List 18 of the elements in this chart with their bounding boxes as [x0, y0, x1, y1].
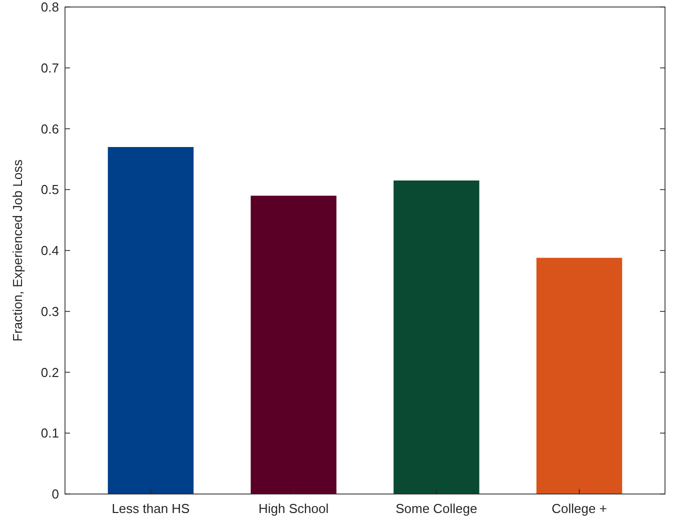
x-tick-label: Some College	[396, 501, 478, 516]
y-tick-label: 0.6	[40, 121, 59, 136]
bar	[108, 147, 194, 494]
x-tick-label: Less than HS	[112, 501, 190, 516]
y-tick-label: 0.1	[40, 426, 59, 441]
x-tick-label: High School	[258, 501, 329, 516]
y-tick-label: 0.5	[40, 182, 59, 198]
bar	[394, 180, 480, 494]
bar	[250, 196, 336, 494]
y-tick-label: 0.2	[40, 364, 59, 380]
y-axis-title: Fraction, Experienced Job Loss	[10, 158, 25, 342]
y-tick-label: 0.4	[40, 243, 59, 258]
y-tick-label: 0.3	[40, 304, 59, 319]
y-tick-label: 0.7	[40, 60, 59, 76]
y-tick-label: 0	[52, 486, 59, 502]
x-tick-label: College +	[552, 501, 607, 516]
bar	[536, 258, 622, 494]
y-tick-label: 0.8	[40, 0, 59, 15]
